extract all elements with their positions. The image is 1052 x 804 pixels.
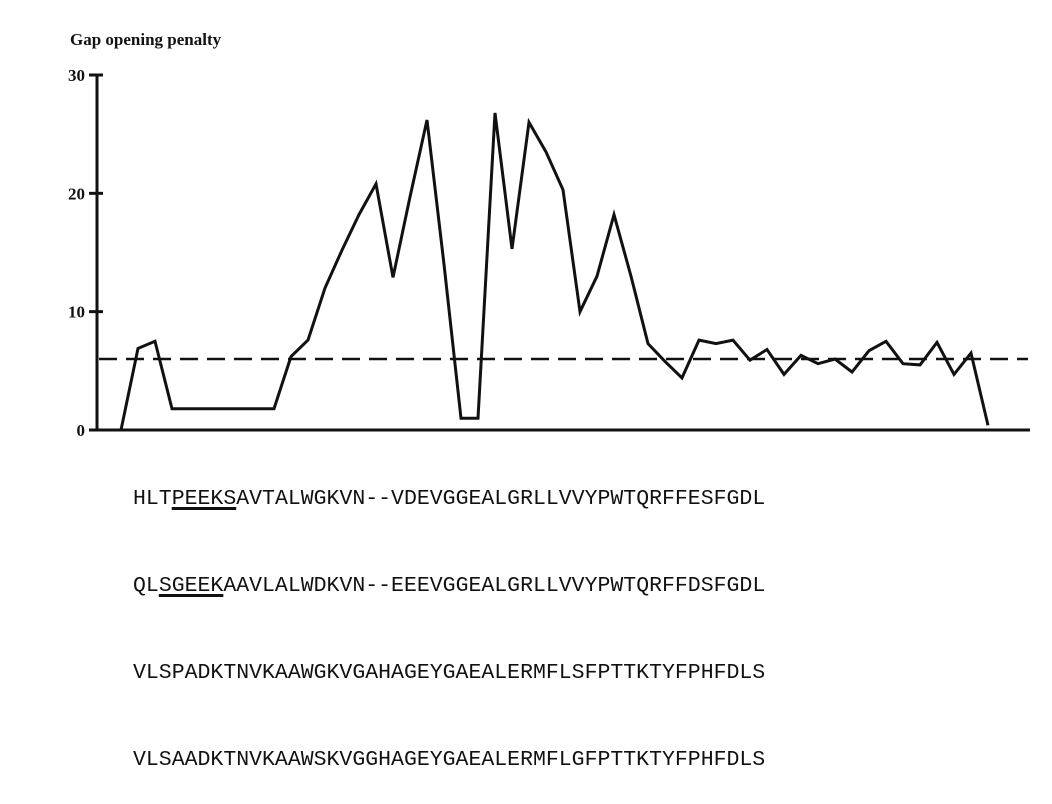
sequence-segment: HLT xyxy=(133,487,172,511)
sequence-segment: AAVLALWDKVN--EEEVGGEALGRLLVVYPWTQRFFDSFG… xyxy=(223,574,765,598)
y-tick-label: 20 xyxy=(68,184,85,203)
underlined-motif: SGEEK xyxy=(159,574,224,598)
sequence-line-2: QLSGEEKAAVLALWDKVN--EEEVGGEALGRLLVVYPWTQ… xyxy=(133,572,765,601)
y-tick-label: 0 xyxy=(77,421,86,440)
sequence-line-3: VLSPADKTNVKAAWGKVGAHAGEYGAEALERMFLSFPTTK… xyxy=(133,659,765,688)
sequence-alignment: HLTPEEKSAVTALWGKVN--VDEVGGEALGRLLVVYPWTQ… xyxy=(133,427,765,804)
underlined-motif: PEEKS xyxy=(172,487,237,511)
sequence-segment: AVTALWGKVN--VDEVGGEALGRLLVVYPWTQRFFESFGD… xyxy=(236,487,765,511)
sequence-line-1: HLTPEEKSAVTALWGKVN--VDEVGGEALGRLLVVYPWTQ… xyxy=(133,485,765,514)
chart-axes xyxy=(97,75,1030,430)
y-tick-label: 30 xyxy=(68,66,85,85)
series-line xyxy=(121,113,988,430)
sequence-segment: QL xyxy=(133,574,159,598)
series-group xyxy=(121,113,988,430)
sequence-line-4: VLSAADKTNVKAAWSKVGGHAGEYGAEALERMFLGFPTTK… xyxy=(133,746,765,775)
y-tick-label: 10 xyxy=(68,303,85,322)
